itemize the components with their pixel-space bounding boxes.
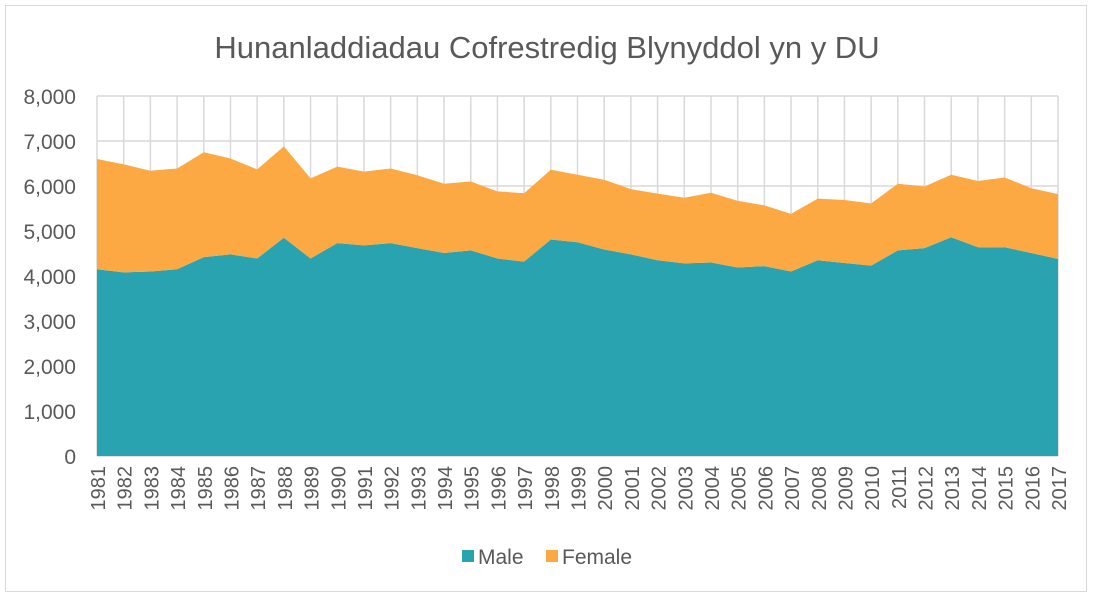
x-tick-label: 2007 — [782, 466, 804, 511]
y-tick-label: 8,000 — [23, 86, 76, 109]
area-female — [97, 146, 1058, 273]
x-tick-label: 1993 — [408, 466, 430, 511]
x-tick-label: 1999 — [569, 466, 591, 511]
x-tick-label: 2000 — [595, 466, 617, 511]
area-male — [97, 237, 1058, 456]
x-tick-label: 1981 — [88, 466, 110, 511]
x-tick-label: 2008 — [809, 466, 831, 511]
x-tick-label: 2012 — [916, 466, 938, 511]
x-tick-label: 2001 — [622, 466, 644, 511]
x-tick-label: 2013 — [942, 466, 964, 511]
x-tick-label: 1983 — [141, 466, 163, 511]
x-tick-label: 1996 — [488, 466, 510, 511]
x-tick-label: 1997 — [515, 466, 537, 511]
x-tick-label: 1986 — [221, 466, 243, 511]
x-tick-label: 1985 — [195, 466, 217, 511]
x-tick-label: 1991 — [355, 466, 377, 511]
x-tick-label: 2005 — [729, 466, 751, 511]
x-tick-label: 2004 — [702, 466, 724, 511]
y-tick-label: 0 — [64, 446, 76, 469]
y-tick-label: 1,000 — [23, 401, 76, 424]
x-tick-label: 1990 — [328, 466, 350, 511]
x-tick-label: 1989 — [302, 466, 324, 511]
x-tick-label: 1998 — [542, 466, 564, 511]
chart-border — [5, 5, 1087, 592]
legend-label-male: Male — [478, 546, 524, 569]
x-tick-label: 1982 — [115, 466, 137, 511]
x-tick-label: 2002 — [649, 466, 671, 511]
x-tick-label: 1987 — [248, 466, 270, 511]
x-tick-label: 2017 — [1049, 466, 1071, 511]
legend-swatch-female — [546, 550, 558, 562]
x-tick-label: 1984 — [168, 466, 190, 511]
x-tick-label: 2014 — [969, 466, 991, 511]
x-tick-label: 1988 — [275, 466, 297, 511]
y-tick-label: 2,000 — [23, 356, 76, 379]
y-tick-label: 5,000 — [23, 221, 76, 244]
x-tick-label: 2010 — [862, 466, 884, 511]
y-tick-label: 3,000 — [23, 311, 76, 334]
x-tick-label: 2016 — [1022, 466, 1044, 511]
y-tick-label: 7,000 — [23, 131, 76, 154]
x-tick-label: 2015 — [996, 466, 1018, 511]
x-tick-label: 2009 — [835, 466, 857, 511]
x-tick-label: 2003 — [675, 466, 697, 511]
x-tick-label: 1994 — [435, 466, 457, 511]
x-tick-label: 1992 — [382, 466, 404, 511]
y-tick-label: 4,000 — [23, 266, 76, 289]
x-tick-label: 1995 — [462, 466, 484, 511]
x-tick-label: 2011 — [889, 466, 911, 509]
x-tick-label: 2006 — [755, 466, 777, 511]
y-tick-label: 6,000 — [23, 176, 76, 199]
legend-swatch-male — [462, 550, 474, 562]
legend-label-female: Female — [562, 546, 632, 569]
chart-title: Hunanladdiadau Cofrestredig Blynyddol yn… — [214, 30, 879, 65]
